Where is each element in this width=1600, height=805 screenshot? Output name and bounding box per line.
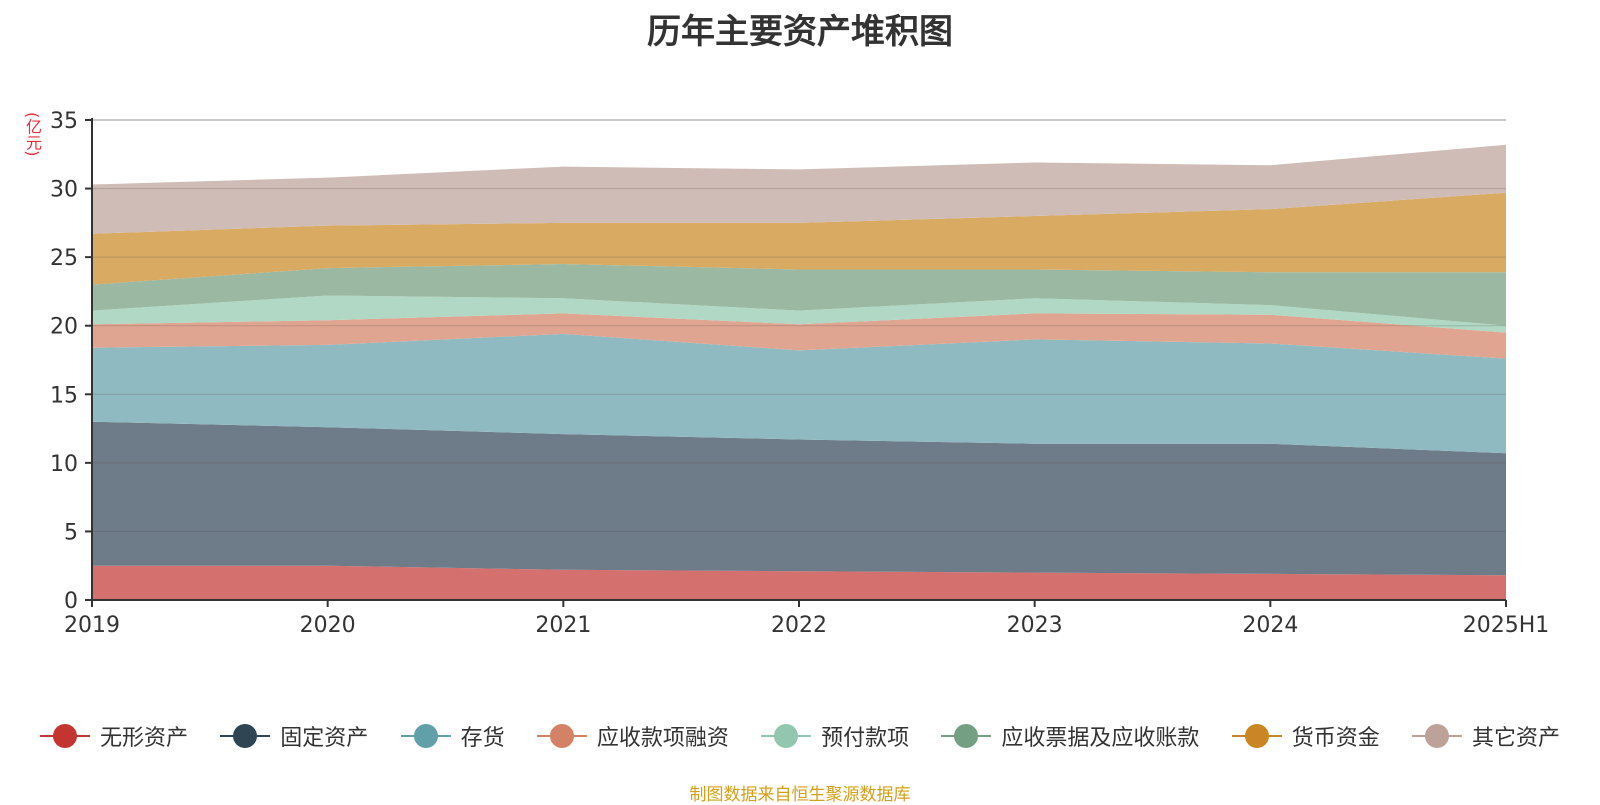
legend-marker-icon xyxy=(220,724,271,748)
area-series-7 xyxy=(92,192,1506,285)
area-series-3 xyxy=(92,333,1506,454)
y-tick-label: 30 xyxy=(50,178,78,203)
x-tick-label: 2021 xyxy=(535,613,591,638)
chart-title: 历年主要资产堆积图 xyxy=(647,12,953,52)
y-axis-unit-label: (亿元) xyxy=(23,112,42,157)
y-tick-label: 25 xyxy=(50,246,78,271)
area-series-5 xyxy=(92,295,1506,333)
legend-item[interactable]: 货币资金 xyxy=(1231,720,1380,752)
legend-item[interactable]: 无形资产 xyxy=(40,720,188,752)
legend-marker-icon xyxy=(941,724,992,748)
legend-item[interactable]: 应收款项融资 xyxy=(536,720,729,752)
area-series-4 xyxy=(92,313,1506,359)
y-tick-label: 5 xyxy=(64,520,78,545)
area-series xyxy=(92,119,1506,600)
area-series-8 xyxy=(92,144,1506,234)
legend-label: 固定资产 xyxy=(280,726,369,751)
legend-marker-icon xyxy=(1411,724,1462,748)
stacked-area-chart: 0 5 10 15 20 25 30 35 2019 2020 2021 2022 2023 2024 20… xyxy=(50,109,1549,638)
legend-marker-icon xyxy=(536,724,587,748)
y-tick-label: 20 xyxy=(50,315,78,340)
x-tick-label: 2019 xyxy=(64,613,120,638)
x-tick-label: 2024 xyxy=(1242,613,1298,638)
legend-label: 无形资产 xyxy=(100,726,189,751)
legend-item[interactable]: 其它资产 xyxy=(1411,720,1560,752)
y-tick-label: 35 xyxy=(50,109,78,134)
legend-label: 存货 xyxy=(460,726,505,751)
legend-label: 货币资金 xyxy=(1291,726,1380,751)
y-tick-label: 10 xyxy=(50,452,78,477)
y-tick-label: 15 xyxy=(50,383,78,408)
x-tick-label: 2025H1 xyxy=(1463,613,1550,638)
legend-item[interactable]: 存货 xyxy=(400,720,505,752)
legend-marker-icon xyxy=(40,724,90,748)
legend-label: 应收票据及应收账款 xyxy=(1001,726,1200,751)
area-series-1 xyxy=(92,565,1506,600)
legend-marker-icon xyxy=(1231,724,1282,748)
legend-label: 预付款项 xyxy=(821,726,910,751)
legend-item[interactable]: 预付款项 xyxy=(761,720,909,752)
legend-item[interactable]: 应收票据及应收账款 xyxy=(941,720,1199,752)
y-tick-label: 0 xyxy=(64,589,78,614)
legend-marker-icon xyxy=(761,724,812,748)
legend-item[interactable]: 固定资产 xyxy=(220,720,368,752)
legend-label: 应收款项融资 xyxy=(596,726,729,751)
x-tick-label: 2023 xyxy=(1007,613,1063,638)
legend-label: 其它资产 xyxy=(1471,726,1560,751)
legend-marker-icon xyxy=(400,724,451,748)
axes: 0 5 10 15 20 25 30 35 2019 2020 2021 2022 2023 2024 20… xyxy=(50,109,1549,638)
area-series-2 xyxy=(92,421,1506,576)
area-series-6 xyxy=(92,264,1506,326)
x-tick-label: 2020 xyxy=(300,613,356,638)
legend: 无形资产 固定资产 存货 应收款项融资 预付款项 应收票据及应收账款 货币资金 其它资产 xyxy=(40,720,1560,752)
source-note: 制图数据来自恒生聚源数据库 xyxy=(689,785,911,805)
x-tick-label: 2022 xyxy=(771,613,827,638)
